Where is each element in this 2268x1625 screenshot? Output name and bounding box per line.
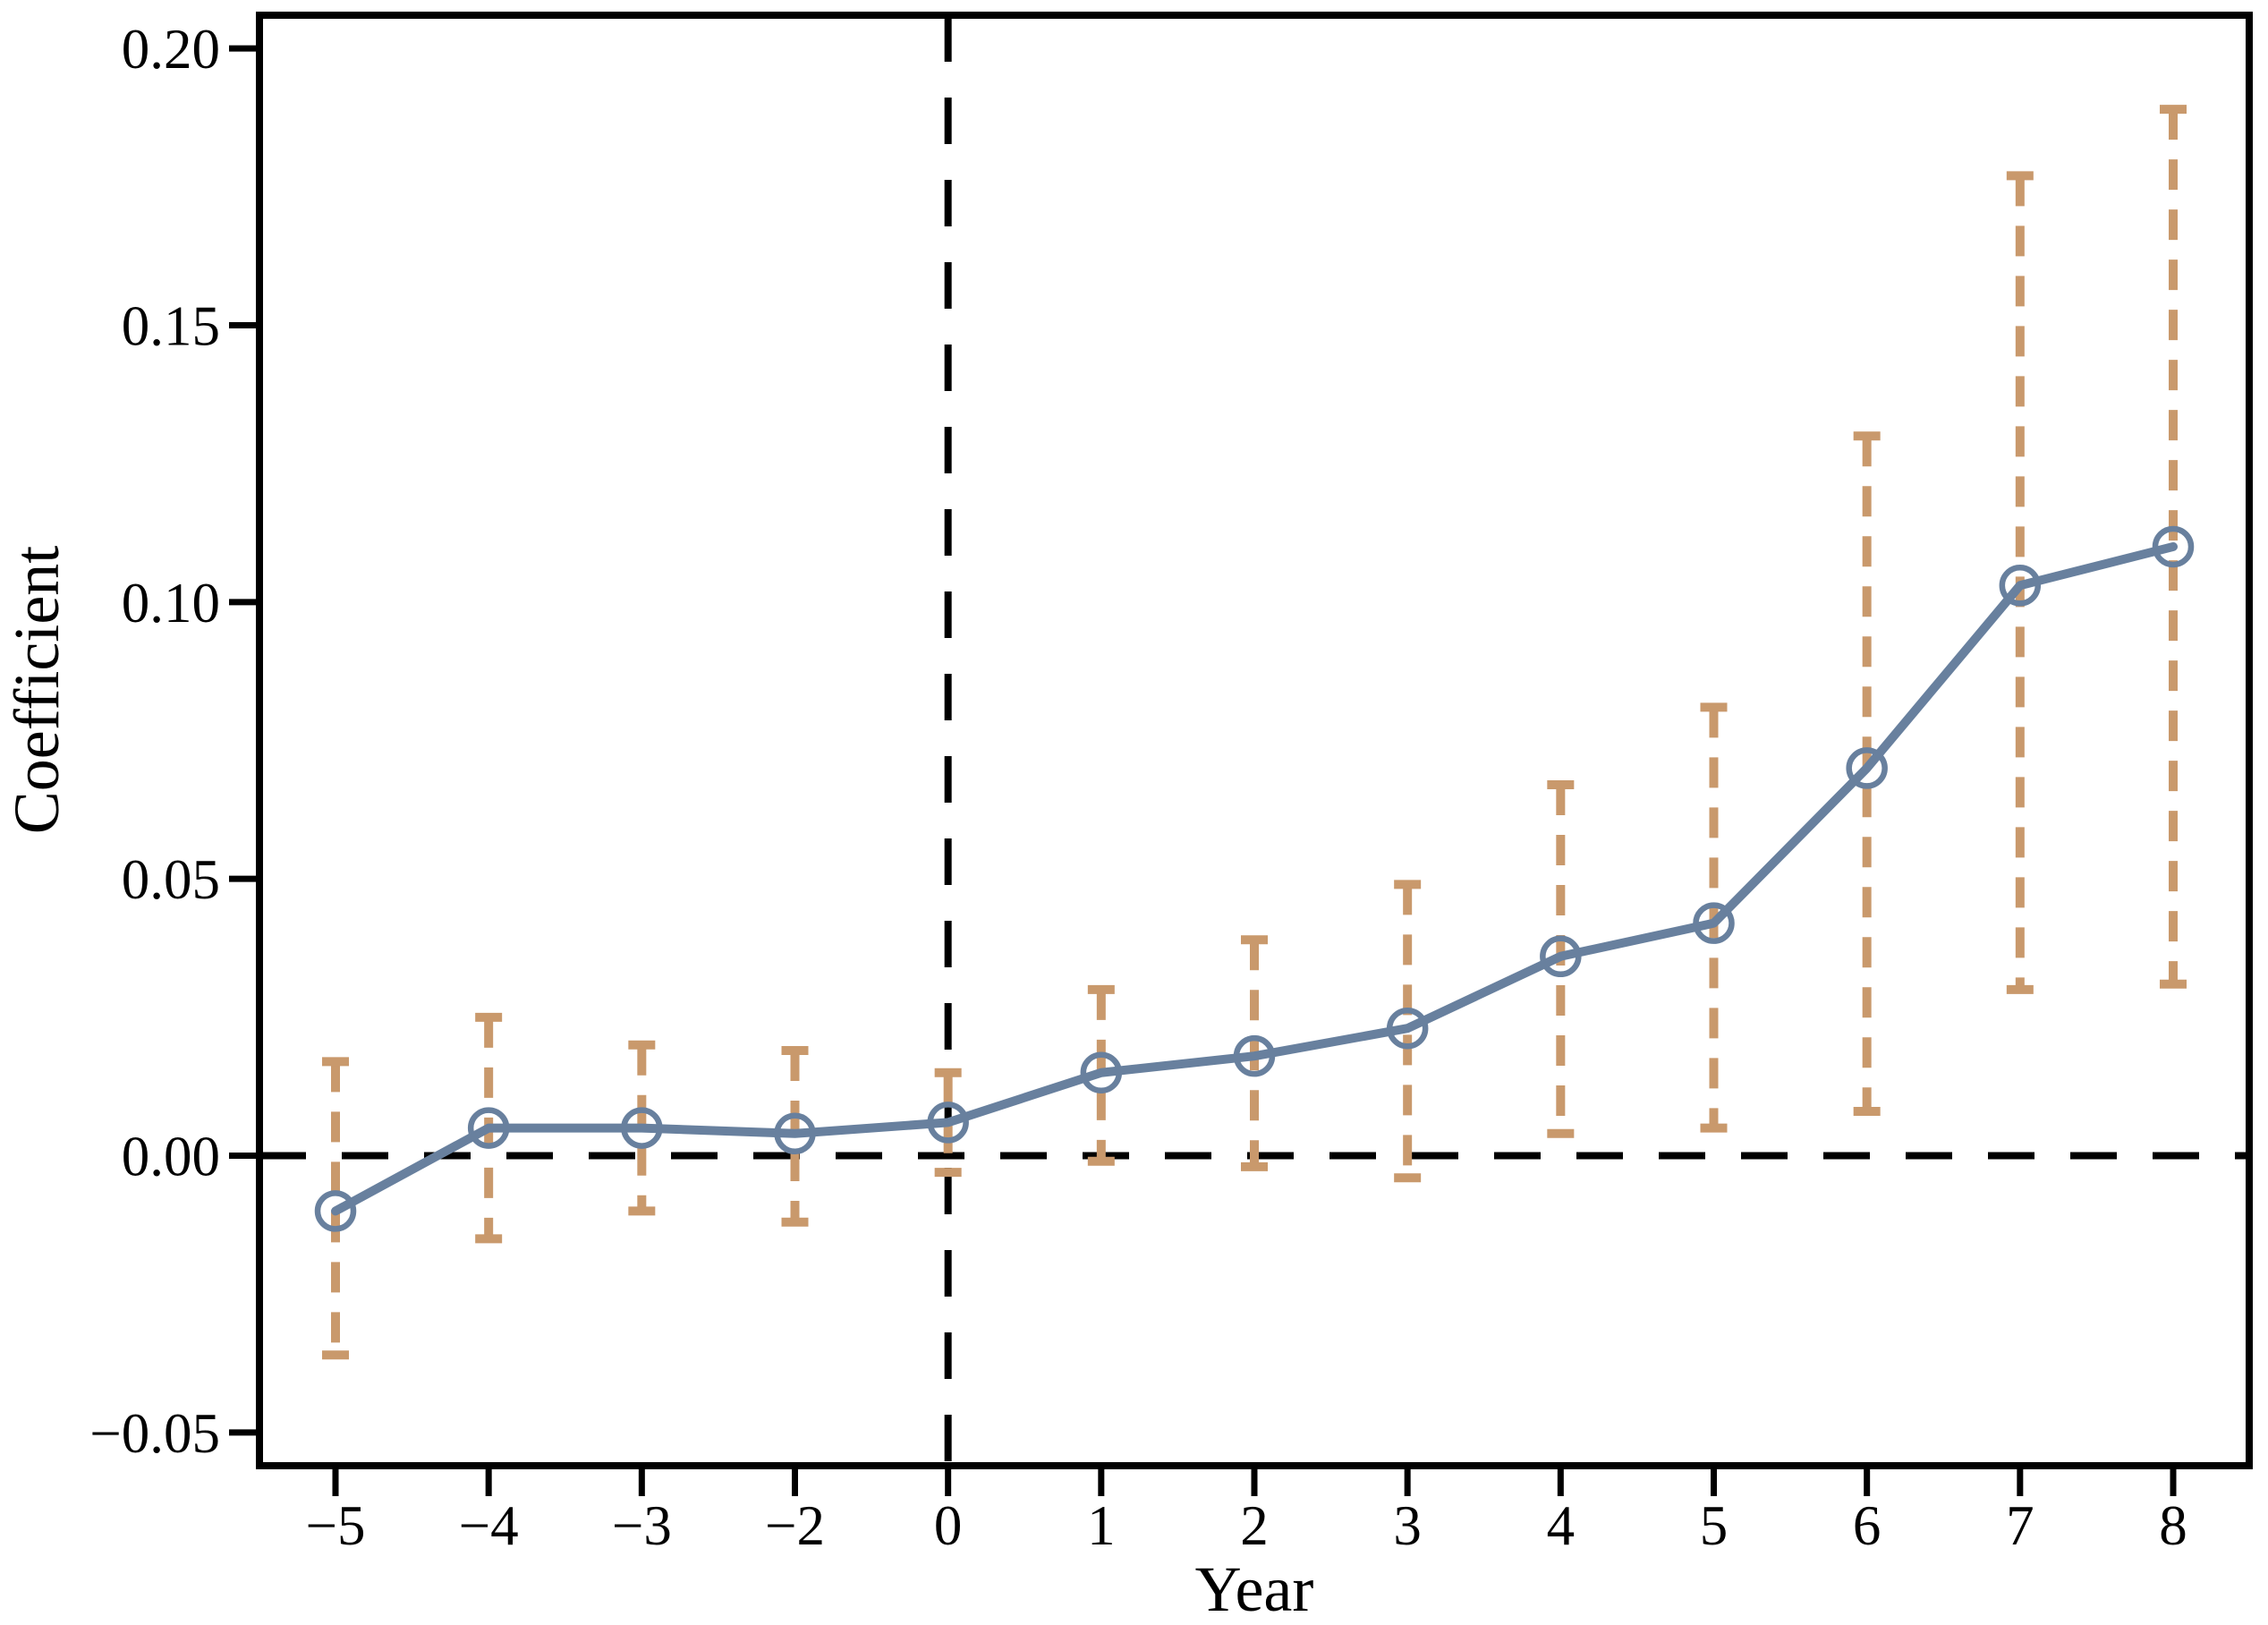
y-tick-label: 0.10 xyxy=(122,572,220,634)
x-tick-label: 8 xyxy=(2159,1494,2187,1557)
x-tick-label: 1 xyxy=(1087,1494,1116,1557)
data-point-marker xyxy=(2152,525,2195,568)
y-tick-label: −0.05 xyxy=(89,1402,220,1465)
data-point-marker xyxy=(1540,935,1582,978)
y-axis-title: Coefficient xyxy=(1,546,72,835)
data-point-marker xyxy=(927,1102,969,1144)
x-tick-label: 6 xyxy=(1853,1494,1882,1557)
coefficient-trend-line xyxy=(331,541,2178,1216)
data-point-marker xyxy=(1846,747,1888,789)
x-tick-label: 4 xyxy=(1547,1494,1576,1557)
data-point-marker xyxy=(314,1190,357,1232)
x-tick-label: 3 xyxy=(1393,1494,1422,1557)
data-point-marker xyxy=(1386,1007,1429,1050)
x-tick-label: 7 xyxy=(2006,1494,2034,1557)
data-point-marker xyxy=(467,1107,510,1149)
x-tick-label: 0 xyxy=(934,1494,963,1557)
x-tick-label: −3 xyxy=(612,1494,672,1557)
x-tick-label: −2 xyxy=(765,1494,825,1557)
y-tick-label: 0.15 xyxy=(122,295,220,358)
x-axis-title: Year xyxy=(1195,1553,1314,1625)
x-tick-label: 2 xyxy=(1240,1494,1269,1557)
data-point-marker xyxy=(774,1112,816,1155)
y-tick-label: 0.05 xyxy=(122,848,220,911)
y-tick-label: 0.20 xyxy=(122,18,220,81)
data-point-marker xyxy=(1693,902,1735,944)
data-point-marker xyxy=(621,1107,663,1149)
y-tick-label: 0.00 xyxy=(122,1126,220,1188)
data-point-marker xyxy=(1080,1051,1123,1093)
plot-area: −0.05 0.00 0.05 0.10 0.15 0.20 −5 −4 −3 −2 0 1 2 3 4 5 6… xyxy=(89,12,2253,1557)
x-tick-label: 5 xyxy=(1700,1494,1729,1557)
x-tick-label: −5 xyxy=(305,1494,365,1557)
data-point-marker xyxy=(1233,1034,1276,1077)
x-tick-label: −4 xyxy=(459,1494,519,1557)
data-point-marker xyxy=(1999,565,2042,607)
plot-frame xyxy=(256,12,2253,1469)
